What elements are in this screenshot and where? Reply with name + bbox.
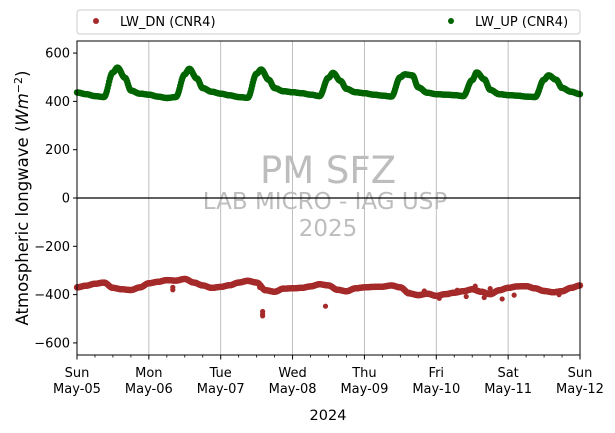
legend-marker-lw-up (448, 18, 454, 24)
y-tick-label: 0 (62, 192, 70, 207)
watermark-line-3: 2025 (299, 216, 358, 242)
legend: LW_DN (CNR4) LW_UP (CNR4) (76, 9, 581, 35)
y-tick-label: −400 (34, 288, 70, 303)
data-point-outlier (481, 294, 487, 301)
y-tick-label: 600 (45, 47, 70, 62)
y-axis-label: Atmospheric longwave (Wm−2) (12, 71, 33, 326)
x-tick-label-date: May-12 (556, 382, 604, 397)
data-point-outlier (472, 283, 478, 289)
x-tick-label-date: May-09 (340, 382, 388, 397)
x-tick-label-day: Thu (351, 366, 376, 381)
y-axis-ticks: −600 −400 −200 0 200 400 600 (34, 47, 77, 351)
data-point-outlier (322, 303, 329, 309)
series-1 (73, 64, 584, 102)
x-tick-label-day: Tue (209, 366, 232, 381)
y-axis-label-suffix: ) (13, 71, 32, 77)
x-tick-label-day: Sun (568, 366, 593, 381)
y-axis-label-unit-m: m (13, 93, 32, 109)
x-tick-label-date: May-11 (484, 382, 532, 397)
watermark: PM SFZ LAB MICRO - IAG USP 2025 (203, 149, 448, 242)
x-tick-label-date: May-06 (125, 382, 173, 397)
y-tick-label: −200 (34, 240, 70, 255)
data-point-outlier (499, 296, 505, 302)
x-tick-label-day: Wed (278, 366, 306, 381)
legend-label-lw-dn: LW_DN (CNR4) (120, 15, 216, 30)
data-point-outlier (436, 295, 442, 301)
x-tick-label-date: May-10 (412, 382, 460, 397)
x-tick-label-day: Fri (429, 366, 445, 381)
legend-box (76, 9, 581, 35)
data-series (73, 64, 584, 319)
x-tick-label-day: Sun (65, 366, 90, 381)
data-point-outlier (562, 286, 568, 292)
x-tick-label-date: May-05 (53, 382, 101, 397)
x-tick-label-date: May-08 (269, 382, 317, 397)
data-point-outlier (170, 287, 176, 293)
watermark-line-2: LAB MICRO - IAG USP (203, 189, 448, 215)
x-tick-label-day: Mon (135, 366, 162, 381)
x-tick-label-date: May-07 (197, 382, 245, 397)
y-tick-label: 200 (45, 143, 70, 158)
y-tick-label: 400 (45, 95, 70, 110)
data-point-outlier (257, 284, 263, 290)
data-point-outlier (406, 289, 412, 295)
y-tick-label: −600 (34, 336, 70, 351)
watermark-line-1: PM SFZ (260, 149, 396, 192)
data-point-outlier (487, 285, 493, 292)
x-axis-ticks: SunMay-05MonMay-06TueMay-07WedMay-08ThuM… (53, 355, 604, 397)
data-point-outlier (260, 313, 266, 319)
data-point-outlier (511, 292, 517, 298)
data-point-outlier (421, 288, 427, 294)
x-tick-label-day: Sat (497, 366, 518, 381)
y-axis-label-unit-exp: −2 (12, 77, 25, 93)
legend-marker-lw-dn (93, 18, 99, 24)
data-point-outlier (556, 292, 562, 298)
legend-label-lw-up: LW_UP (CNR4) (475, 15, 568, 30)
y-axis-label-prefix: Atmospheric longwave ( (13, 126, 32, 326)
x-axis-label: 2024 (310, 408, 347, 424)
data-point-outlier (454, 287, 460, 293)
data-point-outlier (445, 292, 451, 298)
y-axis-label-unit-w: W (13, 109, 32, 126)
data-point-outlier (463, 293, 469, 300)
